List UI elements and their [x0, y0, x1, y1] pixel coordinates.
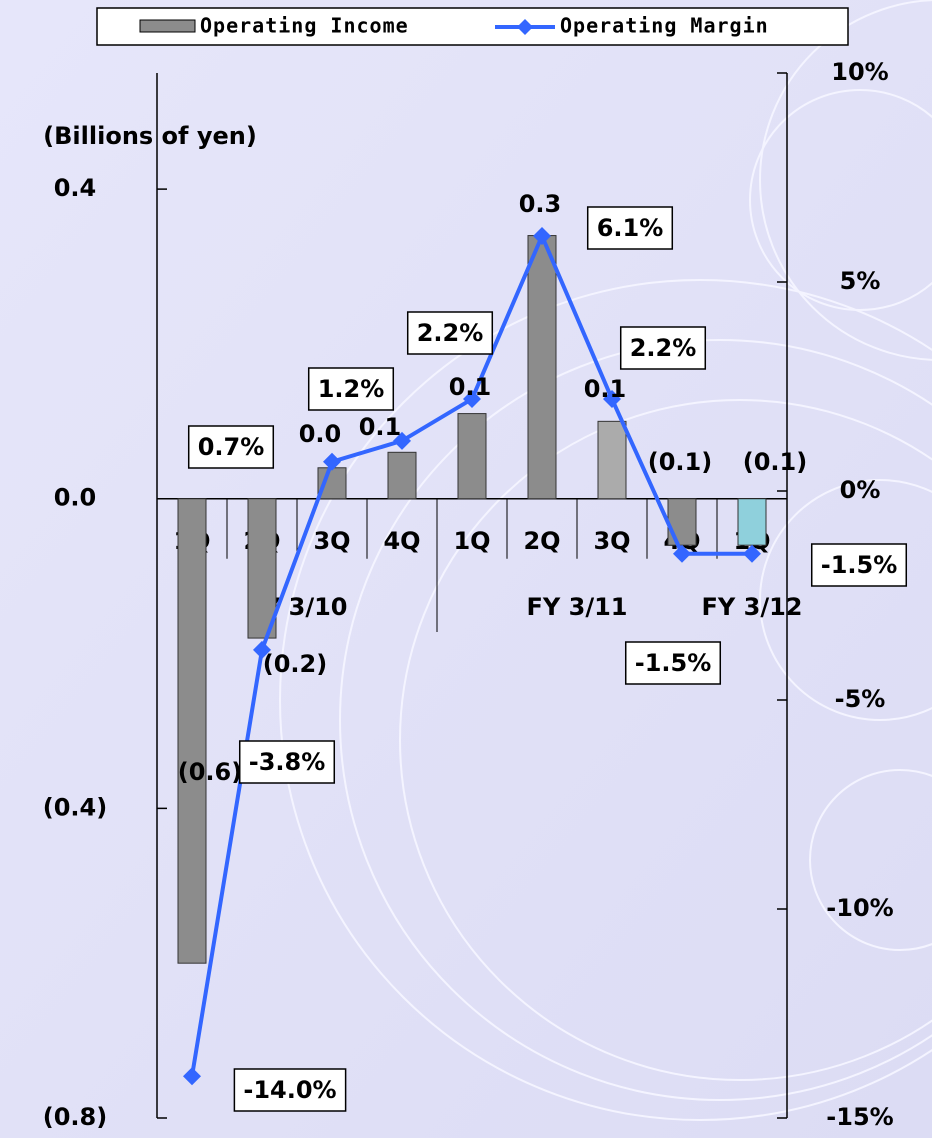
y-axis-label: (Billions of yen)	[43, 122, 257, 150]
bar-value-label: (0.6)	[178, 758, 242, 786]
label-box	[406, 311, 494, 355]
bar-value-label: 0.1	[449, 373, 492, 401]
label-box	[810, 543, 908, 587]
x-tick-label: 2Q	[523, 527, 560, 555]
bar	[457, 413, 487, 500]
line-value-label: 6.1%	[597, 214, 664, 242]
x-tick-label: 3Q	[593, 527, 630, 555]
bar	[667, 498, 697, 546]
x-tick-label: 1Q	[453, 527, 490, 555]
line-value-label: 2.2%	[417, 319, 484, 347]
marker	[393, 431, 411, 450]
bar-value-label: (0.2)	[263, 650, 327, 678]
marker	[323, 452, 341, 471]
bar-value-label: (0.1)	[743, 448, 807, 476]
marker	[603, 390, 621, 409]
y-tick-label: 0.4	[54, 174, 97, 202]
bar-value-label: 0.1	[584, 375, 627, 403]
label-box	[624, 641, 722, 685]
y2-tick-label: -10%	[826, 894, 893, 922]
x-tick-label: 4Q	[383, 527, 420, 555]
legend	[96, 7, 849, 46]
line-value-label: -14.0%	[243, 1076, 336, 1104]
label-box	[187, 425, 275, 469]
line-value-label: -1.5%	[821, 551, 898, 579]
marker	[673, 544, 691, 563]
marker	[183, 1067, 201, 1086]
label-box	[586, 206, 674, 250]
label-box	[307, 367, 395, 411]
y2-tick-label: 5%	[840, 267, 881, 295]
bar	[177, 498, 207, 964]
legend-label: Operating Income	[200, 14, 409, 38]
marker	[463, 390, 481, 409]
x-tick-label: 3Q	[313, 527, 350, 555]
decoration	[279, 0, 932, 1121]
legend-marker	[517, 19, 533, 35]
bar-value-label: 0.0	[299, 420, 342, 448]
label-box	[238, 740, 336, 784]
bar	[737, 498, 767, 546]
marker	[743, 544, 761, 563]
line-value-label: 2.2%	[630, 334, 697, 362]
marker	[253, 640, 271, 659]
bar	[527, 235, 557, 500]
y-tick-label: (0.8)	[43, 1103, 107, 1131]
legend-swatch	[139, 19, 196, 33]
line-value-label: -3.8%	[249, 748, 326, 776]
bar-value-label: (0.1)	[648, 448, 712, 476]
bar	[247, 498, 277, 639]
bar	[387, 451, 417, 500]
legend-label: Operating Margin	[560, 14, 769, 38]
marker	[533, 227, 551, 246]
y2-tick-label: -5%	[835, 685, 886, 713]
label-box	[619, 326, 707, 370]
bar-value-label: 0.3	[519, 190, 562, 218]
bar-value-label: 0.1	[359, 413, 402, 441]
group-label: FY 3/12	[702, 593, 803, 621]
label-box	[233, 1068, 347, 1112]
y-tick-label: (0.4)	[43, 793, 107, 821]
y2-tick-label: -15%	[826, 1103, 893, 1131]
line-value-label: 1.2%	[318, 375, 385, 403]
line-value-label: -1.5%	[635, 649, 712, 677]
group-label: FY 3/11	[527, 593, 628, 621]
line-value-label: 0.7%	[198, 433, 265, 461]
bar	[597, 420, 627, 500]
y2-tick-label: 10%	[831, 58, 888, 86]
y-tick-label: 0.0	[54, 484, 97, 512]
y2-tick-label: 0%	[840, 476, 881, 504]
